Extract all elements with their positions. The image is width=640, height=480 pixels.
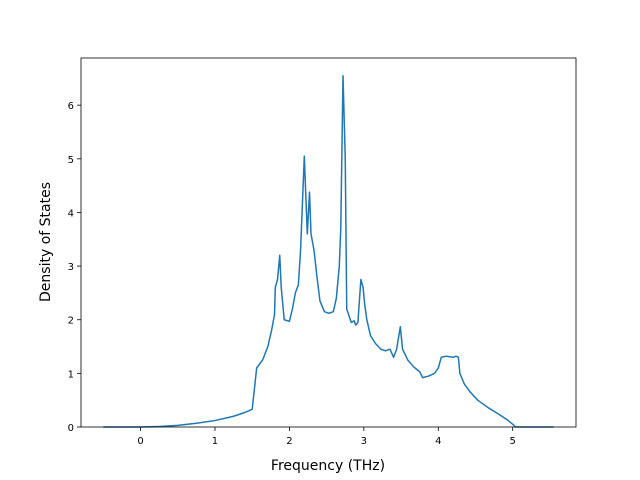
y-tick-label: 6 [68, 101, 74, 112]
x-tick-label: 1 [212, 436, 218, 447]
y-tick-label: 0 [68, 423, 74, 434]
x-tick-label: 3 [361, 436, 367, 447]
x-tick-label: 2 [286, 436, 292, 447]
y-axis-label: Density of States [38, 182, 54, 302]
y-tick-label: 5 [68, 155, 74, 166]
x-tick-label: 0 [137, 436, 143, 447]
y-tick-label: 3 [68, 262, 74, 273]
y-tick-label: 4 [68, 208, 74, 219]
y-tick-label: 1 [68, 369, 74, 380]
plot-frame [80, 57, 577, 428]
y-tick-label: 2 [68, 316, 74, 327]
x-axis-label: Frequency (THz) [271, 458, 385, 474]
x-tick-label: 5 [510, 436, 516, 447]
x-tick-label: 4 [435, 436, 441, 447]
line-series [103, 74, 554, 428]
